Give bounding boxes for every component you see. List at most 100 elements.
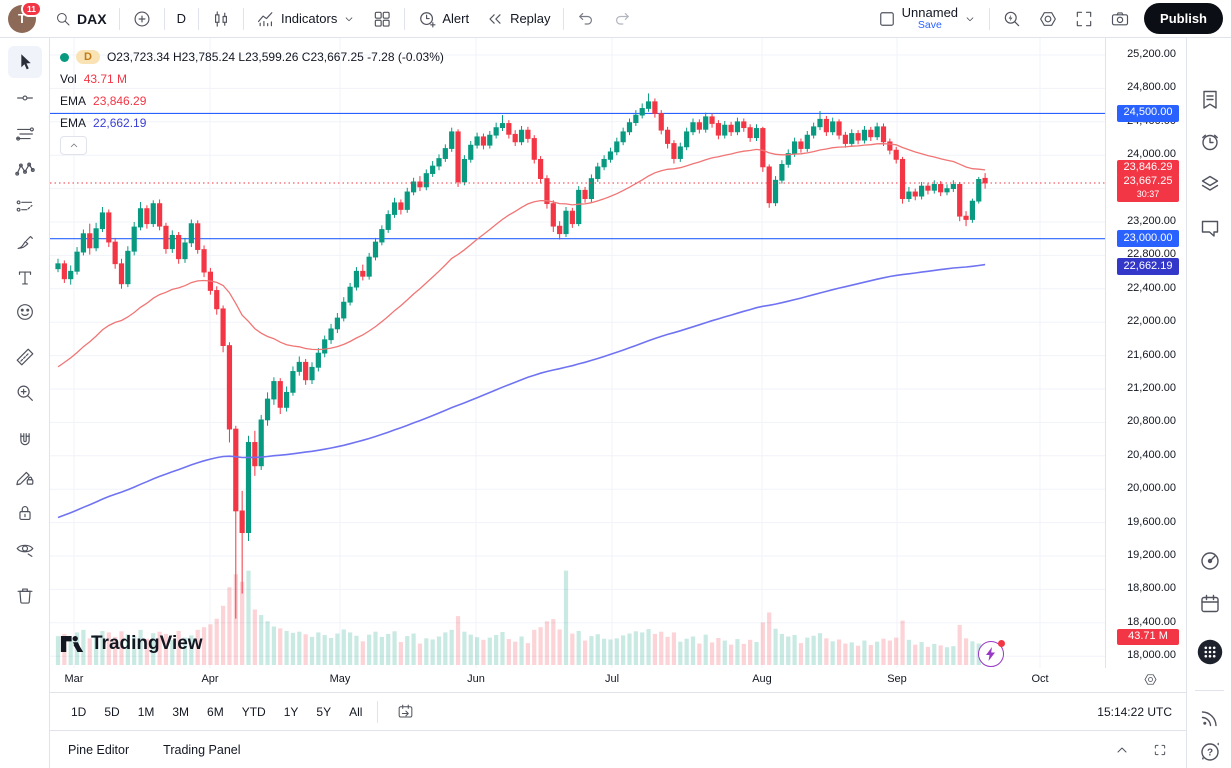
chart-legend: D O23,723.34 H23,785.24 L23,599.26 C23,6…: [60, 46, 444, 134]
trading-panel-tab[interactable]: Trading Panel: [163, 742, 241, 757]
tool-drawing-lock[interactable]: [8, 461, 42, 493]
chart-canvas[interactable]: [50, 38, 1105, 668]
range-button-5y[interactable]: 5Y: [309, 701, 338, 723]
user-avatar[interactable]: T 11: [8, 0, 42, 33]
watchlist-icon[interactable]: [1197, 87, 1223, 113]
fullscreen-button[interactable]: [1066, 4, 1102, 34]
layout-name: Unnamed: [901, 4, 959, 20]
tool-brush[interactable]: [8, 226, 42, 258]
pine-editor-tab[interactable]: Pine Editor: [68, 742, 130, 757]
tool-magnet[interactable]: [8, 425, 42, 457]
legend-collapse-button[interactable]: [60, 136, 87, 155]
apps-icon[interactable]: [1197, 639, 1223, 665]
range-button-all[interactable]: All: [342, 701, 369, 723]
save-layout-link[interactable]: Save: [917, 18, 942, 31]
search-icon: [54, 10, 72, 28]
axis-tick: 24,000.00: [1127, 148, 1176, 161]
layout-grid-button[interactable]: [364, 4, 400, 34]
tool-cursor[interactable]: [8, 46, 42, 78]
watermark-text: TradingView: [91, 633, 203, 654]
tool-lock-all[interactable]: [8, 497, 42, 529]
tool-emoji[interactable]: [8, 296, 42, 328]
candle-style-icon: [211, 9, 231, 29]
axis-price-label: 23,846.29: [1117, 159, 1179, 177]
range-buttons: 1D 5D 1M 3M 6M YTD 1Y 5Y All: [64, 701, 369, 723]
layout-grid-icon: [372, 9, 392, 29]
alert-label: Alert: [442, 11, 470, 26]
tradingview-watermark: TradingView: [60, 633, 203, 655]
hotlists-icon[interactable]: [1197, 548, 1223, 574]
axis-tick: 18,000.00: [1127, 649, 1176, 662]
price-axis[interactable]: 25,200.0024,800.0024,400.0024,000.0023,6…: [1105, 38, 1186, 668]
replay-button[interactable]: Replay: [477, 4, 558, 34]
redo-icon: [612, 9, 632, 29]
axis-price-label: 22,662.19: [1117, 258, 1179, 276]
quick-search-bolt-icon: [1002, 9, 1022, 29]
legend-ema2-row[interactable]: EMA 22,662.19: [60, 112, 444, 134]
quick-trade-lightning-button[interactable]: [978, 640, 1005, 667]
tool-trend-line[interactable]: [8, 82, 42, 114]
axis-price-label: 23,000.00: [1117, 230, 1179, 247]
legend-symbol-row[interactable]: D O23,723.34 H23,785.24 L23,599.26 C23,6…: [60, 46, 444, 68]
maximize-panel-icon[interactable]: [1152, 742, 1168, 758]
expand-panel-chevron-icon[interactable]: [1114, 742, 1130, 758]
chevron-down-icon: [963, 12, 977, 26]
tool-ruler[interactable]: [8, 341, 42, 373]
alert-button[interactable]: Alert: [409, 4, 477, 34]
legend-ema1-row[interactable]: EMA 23,846.29: [60, 90, 444, 112]
tool-parallel-channel[interactable]: [8, 118, 42, 150]
chat-icon[interactable]: [1197, 215, 1223, 241]
compare-add-button[interactable]: [124, 4, 160, 34]
range-button-1m[interactable]: 1M: [131, 701, 162, 723]
range-button-1d[interactable]: 1D: [64, 701, 93, 723]
tool-xabcd-pattern[interactable]: [8, 154, 42, 186]
undo-button[interactable]: [568, 4, 604, 34]
time-axis-month-label: Sep: [887, 673, 907, 685]
symbol-search-button[interactable]: DAX: [46, 4, 115, 34]
timezone-clock[interactable]: 15:14:22 UTC: [1097, 704, 1172, 719]
calendar-icon[interactable]: [1197, 591, 1223, 617]
axis-tick: 18,800.00: [1127, 582, 1176, 595]
time-axis-month-label: May: [329, 673, 351, 685]
replay-icon: [485, 9, 505, 29]
ema1-label: EMA: [60, 94, 87, 108]
help-icon[interactable]: ?: [1197, 739, 1223, 765]
tool-text[interactable]: [8, 262, 42, 294]
range-button-5d[interactable]: 5D: [97, 701, 126, 723]
range-button-1y[interactable]: 1Y: [277, 701, 306, 723]
legend-volume-row[interactable]: Vol 43.71 M: [60, 68, 444, 90]
layout-select-button[interactable]: Unnamed Save: [869, 4, 985, 34]
streams-icon[interactable]: [1197, 705, 1223, 731]
redo-button[interactable]: [604, 4, 640, 34]
interval-button[interactable]: D: [169, 4, 194, 34]
go-to-date-icon[interactable]: [396, 702, 415, 721]
axis-tick: 19,600.00: [1127, 515, 1176, 528]
alert-icon: [417, 9, 437, 29]
object-tree-icon[interactable]: [1197, 171, 1223, 197]
tool-forecast[interactable]: [8, 190, 42, 222]
quick-search-button[interactable]: [994, 4, 1030, 34]
svg-text:?: ?: [1207, 748, 1213, 759]
chart-style-button[interactable]: [203, 4, 239, 34]
time-axis-month-label: Oct: [1031, 673, 1049, 685]
axis-tick: 22,800.00: [1127, 248, 1176, 261]
axis-settings-gear-icon[interactable]: [1143, 672, 1158, 687]
axis-tick: 20,400.00: [1127, 448, 1176, 461]
notification-badge: 11: [21, 0, 42, 17]
screenshot-button[interactable]: [1102, 4, 1138, 34]
settings-button[interactable]: [1030, 4, 1066, 34]
indicators-icon: [256, 9, 276, 29]
topbar-right: Unnamed Save: [869, 0, 1223, 37]
settings-gear-icon: [1038, 9, 1058, 29]
range-button-ytd[interactable]: YTD: [235, 701, 273, 723]
range-button-3m[interactable]: 3M: [165, 701, 196, 723]
tool-hide-drawings[interactable]: [8, 533, 42, 565]
time-axis[interactable]: Mar Apr May Jun Jul Aug Sep Oct: [50, 668, 1186, 692]
tool-zoom-in[interactable]: [8, 377, 42, 409]
indicators-button[interactable]: Indicators: [248, 4, 364, 34]
ema2-value: 22,662.19: [93, 116, 147, 130]
publish-button[interactable]: Publish: [1144, 3, 1223, 34]
tool-remove-drawings[interactable]: [8, 579, 42, 611]
range-button-6m[interactable]: 6M: [200, 701, 231, 723]
alerts-icon[interactable]: [1197, 129, 1223, 155]
